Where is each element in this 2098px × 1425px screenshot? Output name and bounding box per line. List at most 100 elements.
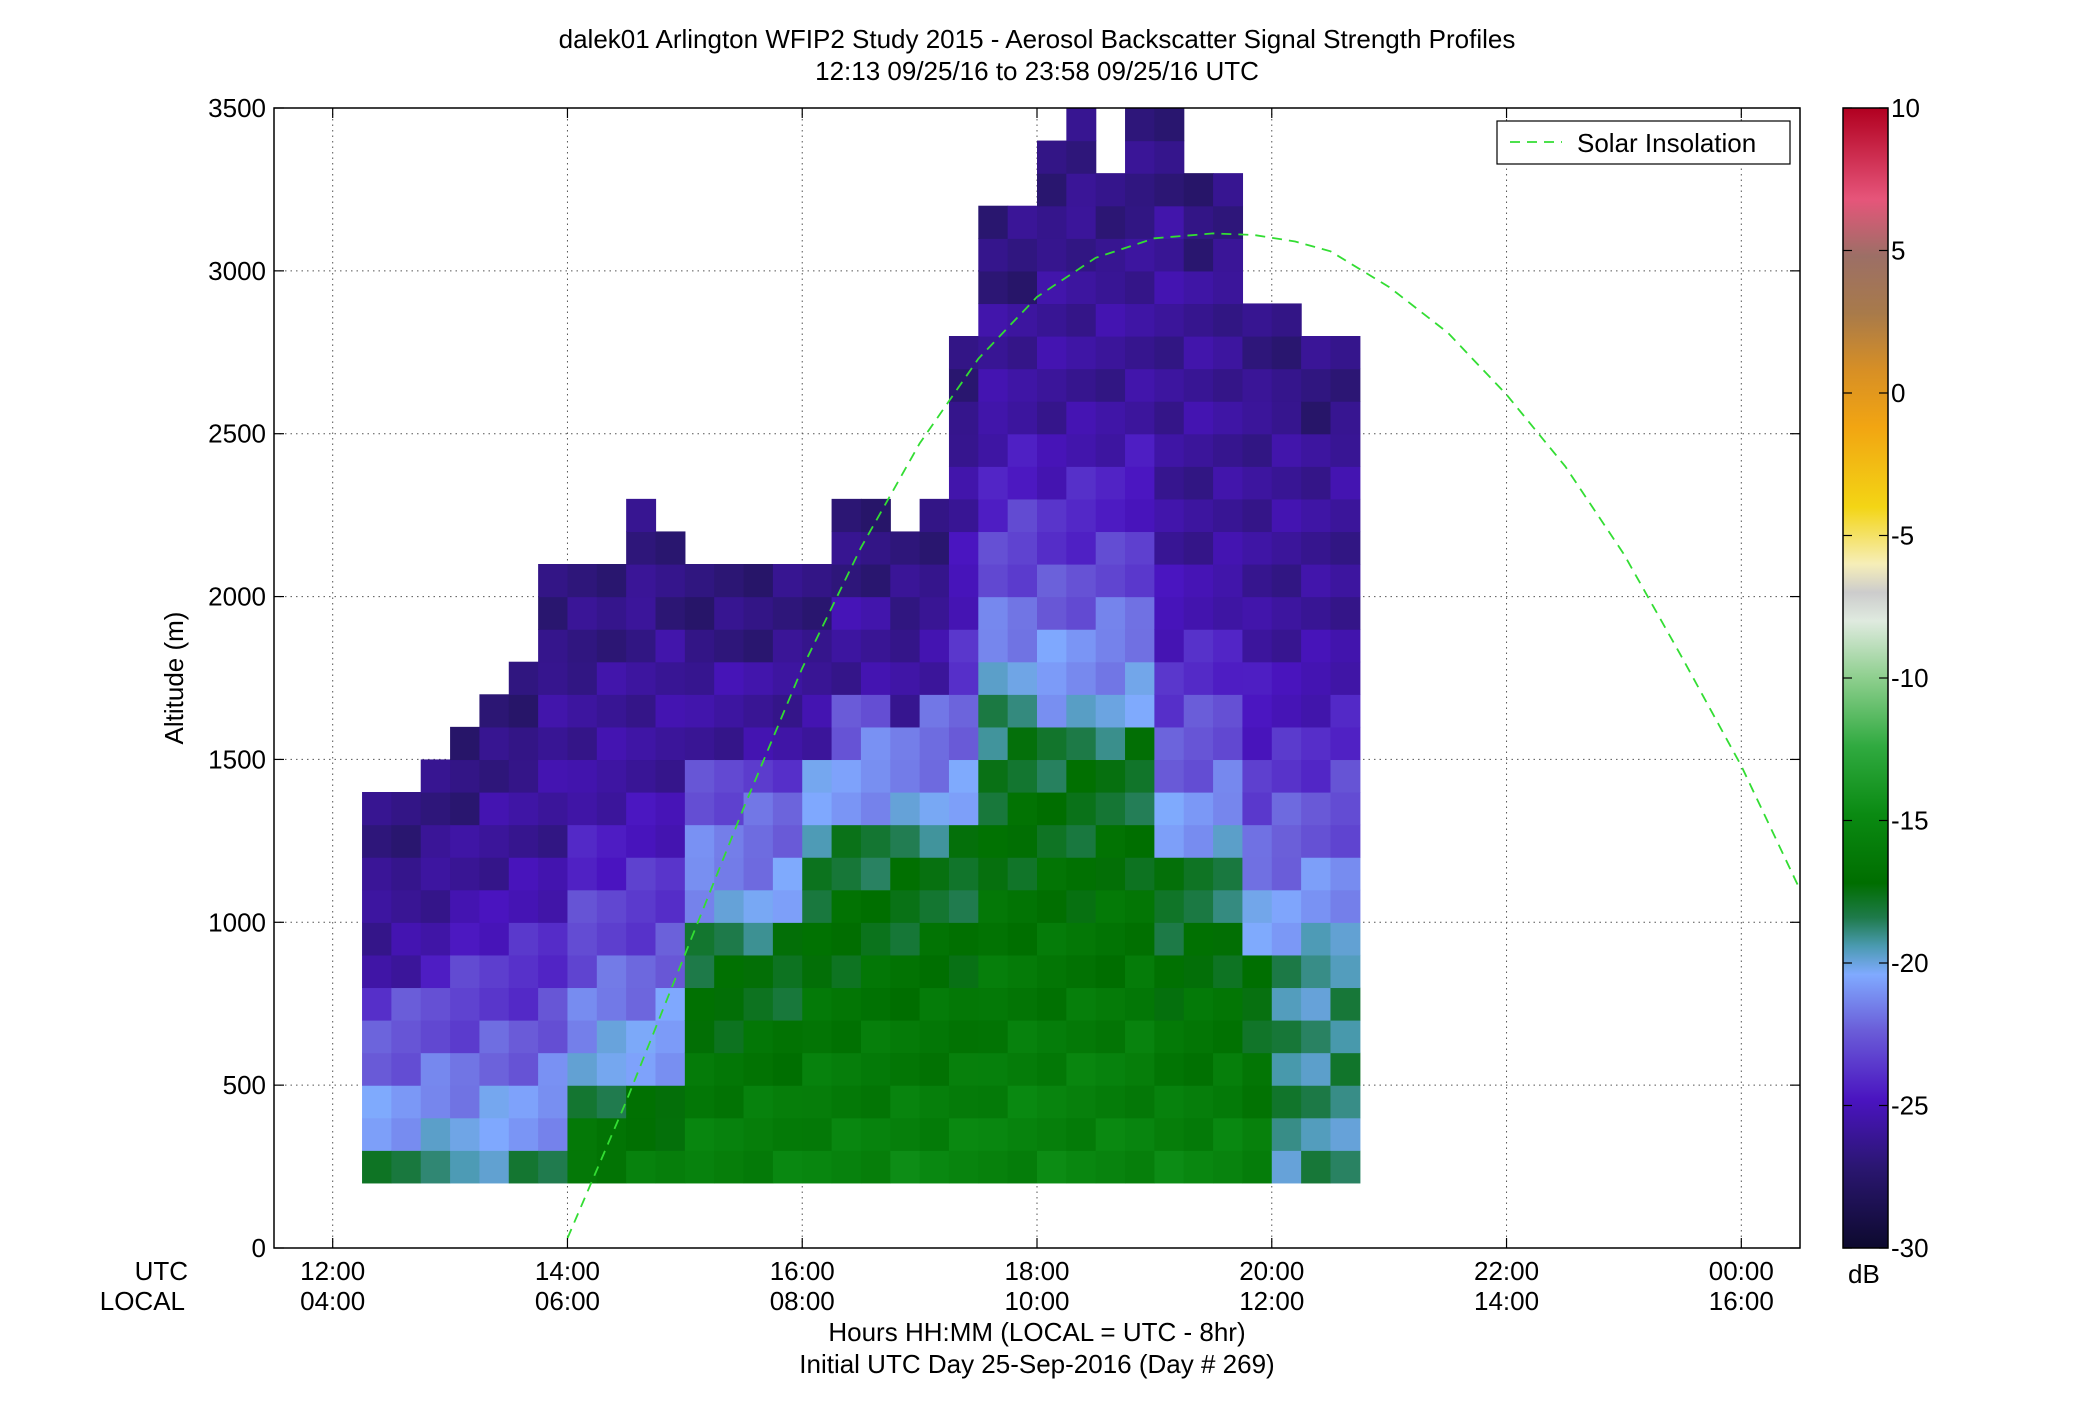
heatmap-cell xyxy=(1125,629,1155,663)
heatmap-cell xyxy=(1037,140,1067,174)
heatmap-cell xyxy=(948,433,979,467)
heatmap-cell xyxy=(1330,1020,1361,1054)
heatmap-cell xyxy=(684,1085,715,1119)
heatmap-cell xyxy=(420,1150,451,1184)
heatmap-cell xyxy=(860,824,891,858)
colorbar-ticks: -30 -25 -20 -15 -10 -5 0 5 10 xyxy=(1843,93,1929,1263)
heatmap-cell xyxy=(1213,238,1244,272)
heatmap-cell xyxy=(772,694,803,728)
heatmap-cell xyxy=(772,1117,803,1151)
heatmap-cell xyxy=(1183,596,1214,630)
heatmap-cell xyxy=(655,1117,686,1151)
heatmap-cell xyxy=(1330,759,1361,793)
heatmap-cell xyxy=(1125,922,1155,956)
heatmap-cell xyxy=(714,987,745,1021)
heatmap-cell xyxy=(978,270,1009,305)
heatmap-cell xyxy=(1154,368,1185,402)
heatmap-cell xyxy=(1125,1085,1155,1119)
heatmap-cell xyxy=(420,857,451,891)
local-row-label: LOCAL xyxy=(100,1286,185,1316)
heatmap-cell xyxy=(919,922,950,956)
heatmap-cell xyxy=(1213,433,1244,467)
heatmap-cell xyxy=(596,759,627,793)
heatmap-cell xyxy=(1183,336,1214,370)
heatmap-cell xyxy=(948,1052,979,1086)
heatmap-cell xyxy=(890,792,921,826)
heatmap-cell xyxy=(1183,433,1214,467)
heatmap-cell xyxy=(1183,922,1214,956)
heatmap-cell xyxy=(978,759,1009,793)
heatmap-cell xyxy=(1301,889,1332,923)
heatmap-cell xyxy=(802,954,833,989)
heatmap-cell xyxy=(1125,889,1155,923)
heatmap-cell xyxy=(978,1085,1009,1119)
heatmap-cell xyxy=(772,596,803,630)
heatmap-cell xyxy=(596,824,627,858)
heatmap-cell xyxy=(1037,1020,1067,1054)
heatmap-cell xyxy=(1095,1052,1126,1086)
heatmap-cell xyxy=(479,694,510,728)
heatmap-cell xyxy=(772,792,803,826)
heatmap-cell xyxy=(860,987,891,1021)
heatmap-cell xyxy=(1037,433,1067,467)
heatmap-cell xyxy=(1242,629,1273,663)
heatmap-cell xyxy=(860,531,891,565)
heatmap-cell xyxy=(948,824,979,858)
heatmap-cell xyxy=(802,661,833,695)
heatmap-cell xyxy=(802,759,833,793)
x-tick-label-local: 10:00 xyxy=(1004,1286,1069,1316)
heatmap-cell xyxy=(860,726,891,761)
heatmap-cell xyxy=(860,1020,891,1054)
heatmap-cell xyxy=(714,792,745,826)
heatmap-cell xyxy=(1301,336,1332,370)
heatmap-cell xyxy=(626,694,657,728)
heatmap-cell xyxy=(1066,1052,1097,1086)
heatmap-cell xyxy=(1095,792,1126,826)
heatmap-cell xyxy=(450,1052,481,1086)
heatmap-cell xyxy=(1213,889,1244,923)
heatmap-cell xyxy=(1213,564,1244,598)
heatmap-cell xyxy=(1301,726,1332,761)
heatmap-cell xyxy=(1330,726,1361,761)
heatmap-cell xyxy=(1066,694,1097,728)
legend: Solar Insolation xyxy=(1496,120,1791,165)
heatmap-cell xyxy=(1095,1150,1126,1184)
heatmap-cell xyxy=(1242,466,1273,500)
heatmap-cell xyxy=(714,629,745,663)
heatmap-cell xyxy=(1154,1020,1185,1054)
x-tick-label-local: 16:00 xyxy=(1709,1286,1774,1316)
heatmap-cell xyxy=(743,857,774,891)
heatmap-cell xyxy=(714,857,745,891)
heatmap-cell xyxy=(1066,1117,1097,1151)
heatmap-cell xyxy=(1301,824,1332,858)
heatmap-cell xyxy=(1213,661,1244,695)
heatmap-cell xyxy=(948,792,979,826)
heatmap-cell xyxy=(978,1052,1009,1086)
heatmap-cell xyxy=(831,1085,862,1119)
heatmap-cell xyxy=(978,694,1009,728)
heatmap-cell xyxy=(1213,401,1244,435)
heatmap-cell xyxy=(626,726,657,761)
heatmap-cell xyxy=(567,889,598,923)
heatmap-cell xyxy=(1007,303,1038,337)
heatmap-cell xyxy=(1125,759,1155,793)
heatmap-cell xyxy=(714,596,745,630)
legend-label: Solar Insolation xyxy=(1577,128,1756,158)
heatmap-cell xyxy=(1007,824,1038,858)
heatmap-cell xyxy=(1066,1020,1097,1054)
heatmap-cell xyxy=(1007,498,1038,533)
heatmap-cell xyxy=(772,922,803,956)
heatmap-cell xyxy=(948,1117,979,1151)
heatmap-cell xyxy=(1066,564,1097,598)
heatmap-cell xyxy=(1066,531,1097,565)
heatmap-cell xyxy=(831,531,862,565)
heatmap-cell xyxy=(802,694,833,728)
heatmap-cell xyxy=(919,759,950,793)
heatmap-cell xyxy=(890,922,921,956)
heatmap-cell xyxy=(1183,954,1214,989)
heatmap-cell xyxy=(1213,368,1244,402)
heatmap-cell xyxy=(1271,857,1302,891)
heatmap-cell xyxy=(626,661,657,695)
heatmap-cell xyxy=(1213,987,1244,1021)
